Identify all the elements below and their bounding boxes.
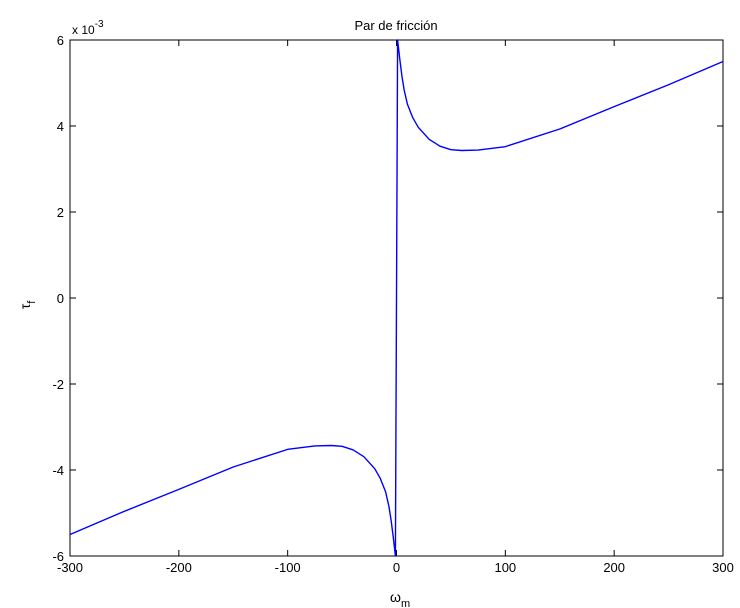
y-tick-label: 6 [57,33,64,48]
y-tick-label: -4 [52,463,64,478]
y-tick-label: 2 [57,205,64,220]
x-tick-label: -200 [166,560,192,575]
x-tick-label: -300 [57,560,83,575]
x-tick-label: 100 [494,560,516,575]
y-exponent-power: -3 [95,19,104,30]
y-axis-label: τf [17,300,38,310]
y-tick-label: 0 [57,291,64,306]
y-axis-label-subscript: f [26,300,38,304]
series-layer [69,39,724,557]
y-tick-label: 4 [57,119,64,134]
y-exponent-label: x 10-3 [72,19,104,37]
y-tick-label: -6 [52,549,64,564]
friction-torque-line [69,39,724,557]
x-axis-ticks: -300 -200 -100 0 100 200 300 [57,40,734,575]
x-axis-label-subscript: m [401,598,410,608]
chart-title: Par de fricción [354,18,437,33]
y-tick-label: -2 [52,377,64,392]
x-tick-label: 300 [712,560,734,575]
y-axis-ticks: -6 -4 -2 0 2 4 6 [52,33,723,564]
x-tick-label: 200 [603,560,625,575]
x-axis-label: ωm [390,589,410,608]
x-tick-label: 0 [393,560,400,575]
x-tick-label: -100 [275,560,301,575]
